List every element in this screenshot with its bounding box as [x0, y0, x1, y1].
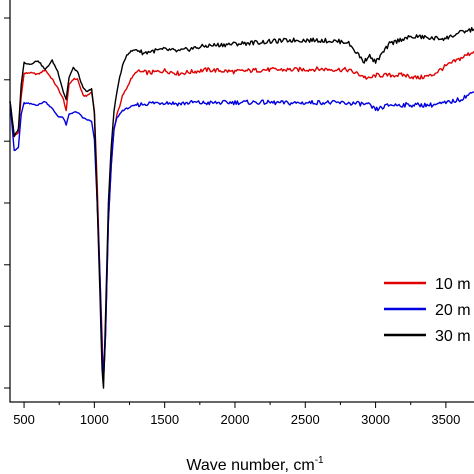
legend-label-1: 10 m [435, 276, 471, 293]
x-axis-title-superscript: -1 [315, 455, 324, 466]
x-tick-label: 2500 [291, 412, 320, 427]
x-tick-label: 500 [13, 412, 35, 427]
x-tick-label: 2000 [221, 412, 250, 427]
series-line-3 [9, 27, 474, 389]
legend-label-3: 30 m [435, 328, 471, 345]
x-tick-label: 3500 [431, 412, 460, 427]
x-tick-label: 1500 [150, 412, 179, 427]
x-tick-label: 1000 [80, 412, 109, 427]
series-line-1 [9, 50, 474, 367]
x-tick-label: 3000 [361, 412, 390, 427]
series-line-2 [9, 91, 474, 381]
x-axis-title: Wave number, cm-1 [186, 455, 324, 474]
legend-label-2: 20 m [435, 302, 471, 319]
plot-frame [9, 0, 474, 403]
